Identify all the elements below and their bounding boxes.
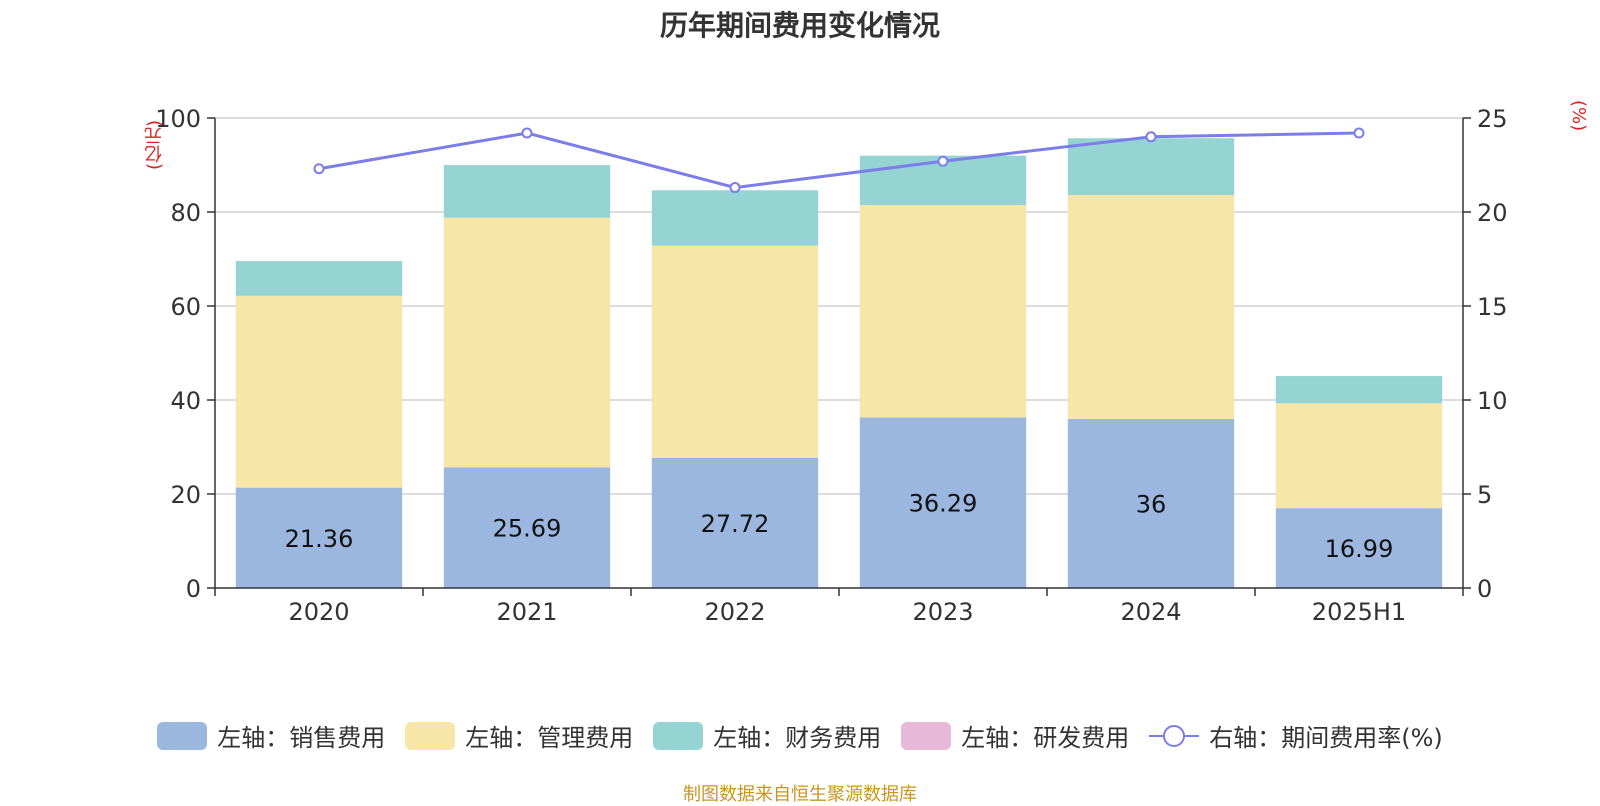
rate-point [937, 155, 949, 167]
x-tick-label: 2024 [1120, 598, 1181, 626]
bar-data-label: 36.29 [909, 490, 978, 518]
legend-swatch-finance [653, 721, 704, 750]
bar-segment [1275, 376, 1443, 404]
legend-item-admin[interactable]: 左轴：管理费用 [405, 718, 633, 753]
bar-segment [1067, 418, 1235, 588]
y-right-tick-label: 10 [1477, 387, 1508, 415]
y-left-tick-label: 60 [170, 293, 201, 321]
legend-item-rnd[interactable]: 左轴：研发费用 [901, 718, 1129, 753]
bar-segment [859, 204, 1027, 418]
rate-line [318, 131, 1360, 190]
legend-label-finance: 左轴：财务费用 [713, 724, 882, 752]
legend-item-sales[interactable]: 左轴：销售费用 [157, 718, 385, 753]
bar-segment [235, 295, 403, 488]
bar-data-label: 36 [1136, 490, 1167, 518]
legend: 左轴：销售费用 左轴：管理费用 左轴：财务费用 左轴：研发费用 右轴：期间费用率… [0, 718, 1600, 753]
y-right-tick-label: 5 [1477, 481, 1492, 509]
x-tick-label: 2022 [704, 598, 765, 626]
rate-point [521, 127, 533, 139]
rate-point [313, 163, 325, 175]
bar-segment [1275, 403, 1443, 509]
x-tick-label: 2020 [288, 598, 349, 626]
bar-segment [651, 245, 819, 458]
legend-swatch-sales [157, 721, 208, 750]
y-left-tick-label: 20 [170, 481, 201, 509]
legend-label-rnd: 左轴：研发费用 [961, 724, 1130, 752]
bar-segment [651, 190, 819, 246]
legend-label-admin: 左轴：管理费用 [465, 724, 634, 752]
legend-line-marker-icon [1149, 722, 1200, 750]
legend-swatch-admin [405, 721, 456, 750]
bar-segment [443, 165, 611, 218]
x-tick-label: 2023 [912, 598, 973, 626]
bar-segment [235, 261, 403, 296]
data-source-note: 制图数据来自恒生聚源数据库 [683, 784, 917, 805]
legend-item-finance[interactable]: 左轴：财务费用 [653, 718, 881, 753]
bar-segment [443, 467, 611, 588]
rate-point [729, 182, 741, 194]
bar-segment [1067, 138, 1235, 196]
bar-segment [1275, 508, 1443, 588]
chart-canvas: 0 20 40 60 80 100 0 5 10 15 20 25 21.36 25.69 27.72 36.… [155, 105, 1508, 626]
bar-data-label: 25.69 [493, 515, 562, 543]
legend-item-rate[interactable]: 右轴：期间费用率(%) [1149, 718, 1443, 753]
legend-swatch-rnd [901, 721, 952, 750]
y-right-tick-label: 25 [1477, 105, 1508, 133]
rate-point [1353, 127, 1365, 139]
bar-segment [235, 487, 403, 588]
bar-segment [443, 217, 611, 468]
y-left-tick-label: 0 [186, 575, 201, 603]
x-tick-label: 2025H1 [1312, 598, 1406, 626]
y-left-tick-label: 100 [155, 105, 201, 133]
bar-data-label: 21.36 [285, 525, 354, 553]
bar-data-label: 16.99 [1325, 535, 1394, 563]
y-right-tick-label: 15 [1477, 293, 1508, 321]
y-left-tick-label: 80 [170, 199, 201, 227]
bar-segment [859, 417, 1027, 588]
y-right-tick-label: 20 [1477, 199, 1508, 227]
bar-segment [651, 457, 819, 588]
bar-segment [1067, 195, 1235, 419]
chart-title: 历年期间费用变化情况 [659, 9, 940, 42]
legend-label-rate: 右轴：期间费用率(%) [1209, 724, 1443, 752]
y-left-tick-label: 40 [170, 387, 201, 415]
legend-label-sales: 左轴：销售费用 [217, 724, 386, 752]
y-right-tick-label: 0 [1477, 575, 1492, 603]
right-axis-unit: (%) [1568, 100, 1589, 132]
bar-data-label: 27.72 [701, 510, 770, 538]
x-tick-label: 2021 [496, 598, 557, 626]
rate-point [1145, 131, 1157, 143]
